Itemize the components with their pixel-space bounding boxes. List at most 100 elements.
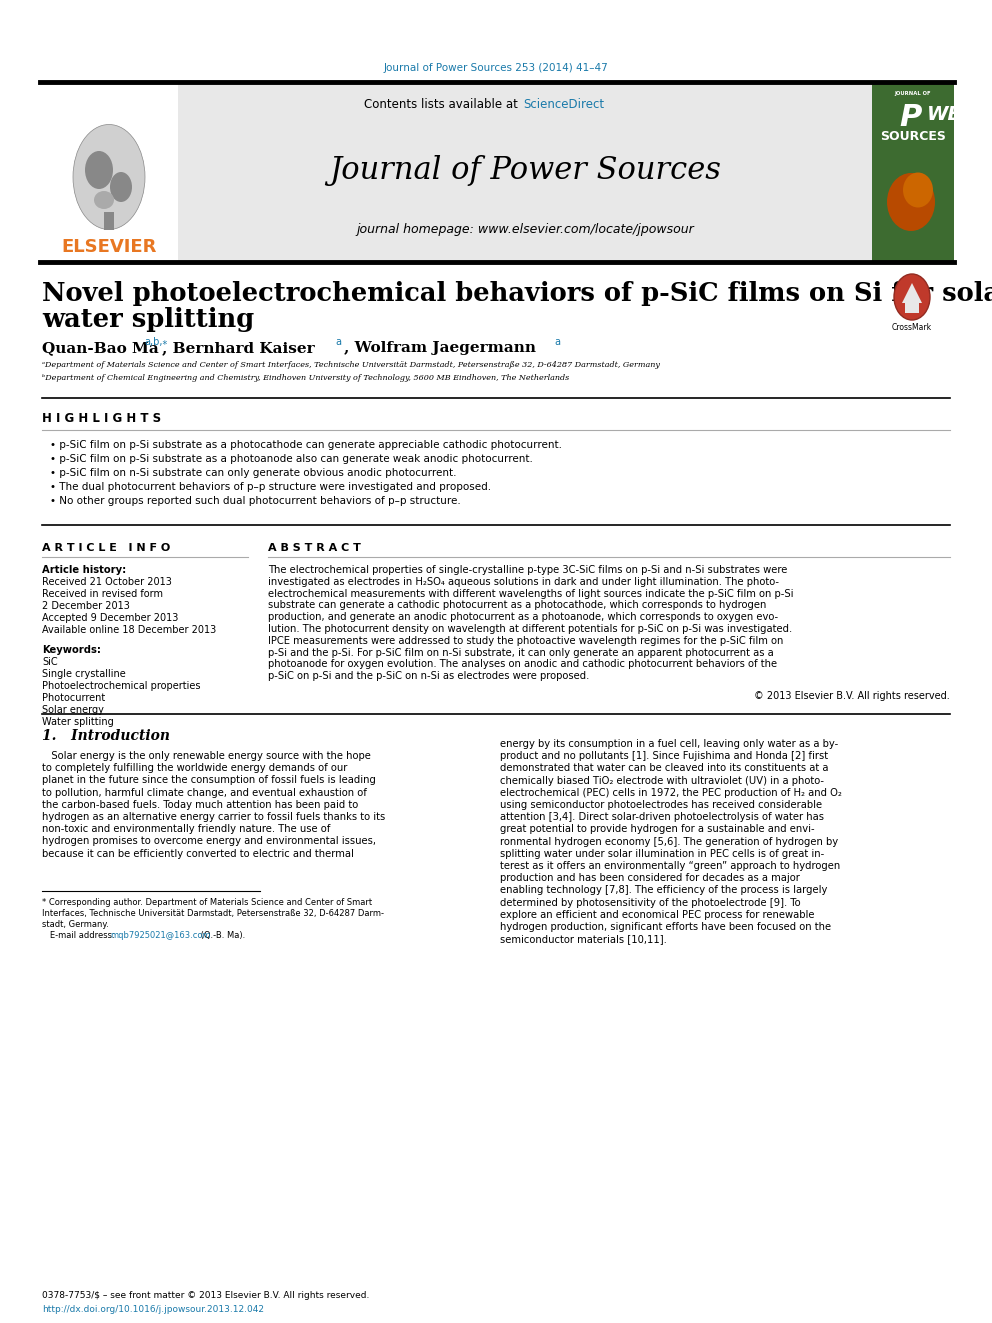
- Text: ELSEVIER: ELSEVIER: [62, 238, 157, 255]
- Bar: [40, 82, 178, 262]
- Text: A B S T R A C T: A B S T R A C T: [268, 542, 361, 553]
- Text: CrossMark: CrossMark: [892, 323, 932, 332]
- Text: , Bernhard Kaiser: , Bernhard Kaiser: [162, 341, 314, 355]
- Ellipse shape: [894, 274, 930, 320]
- Text: ᵃDepartment of Materials Science and Center of Smart Interfaces, Technische Univ: ᵃDepartment of Materials Science and Cen…: [42, 361, 660, 369]
- Text: • No other groups reported such dual photocurrent behaviors of p–p structure.: • No other groups reported such dual pho…: [50, 496, 460, 505]
- Ellipse shape: [73, 124, 145, 229]
- Text: water splitting: water splitting: [42, 307, 254, 332]
- Text: SOURCES: SOURCES: [880, 131, 946, 143]
- Text: E-mail address:: E-mail address:: [42, 931, 117, 941]
- Text: Contents lists available at: Contents lists available at: [364, 98, 522, 111]
- Ellipse shape: [903, 172, 933, 208]
- Text: the carbon-based fuels. Today much attention has been paid to: the carbon-based fuels. Today much atten…: [42, 800, 358, 810]
- Text: WER: WER: [927, 106, 977, 124]
- Text: demonstrated that water can be cleaved into its constituents at a: demonstrated that water can be cleaved i…: [500, 763, 828, 774]
- Text: Photocurrent: Photocurrent: [42, 693, 105, 703]
- Text: enabling technology [7,8]. The efficiency of the process is largely: enabling technology [7,8]. The efficienc…: [500, 885, 827, 896]
- Text: planet in the future since the consumption of fossil fuels is leading: planet in the future since the consumpti…: [42, 775, 376, 786]
- Ellipse shape: [85, 151, 113, 189]
- Text: ScienceDirect: ScienceDirect: [523, 98, 604, 111]
- Text: electrochemical (PEC) cells in 1972, the PEC production of H₂ and O₂: electrochemical (PEC) cells in 1972, the…: [500, 787, 842, 798]
- Text: Single crystalline: Single crystalline: [42, 669, 126, 679]
- Text: lution. The photocurrent density on wavelength at different potentials for p-SiC: lution. The photocurrent density on wave…: [268, 624, 793, 634]
- Text: p-SiC on p-Si and the p-SiC on n-Si as electrodes were proposed.: p-SiC on p-Si and the p-SiC on n-Si as e…: [268, 671, 589, 681]
- Text: Photoelectrochemical properties: Photoelectrochemical properties: [42, 681, 200, 691]
- Text: stadt, Germany.: stadt, Germany.: [42, 921, 109, 929]
- Text: Keywords:: Keywords:: [42, 646, 101, 655]
- Text: product and no pollutants [1]. Since Fujishima and Honda [2] first: product and no pollutants [1]. Since Fuj…: [500, 751, 828, 761]
- Text: semiconductor materials [10,11].: semiconductor materials [10,11].: [500, 934, 667, 945]
- Text: hydrogen promises to overcome energy and environmental issues,: hydrogen promises to overcome energy and…: [42, 836, 376, 847]
- Text: hydrogen as an alternative energy carrier to fossil fuels thanks to its: hydrogen as an alternative energy carrie…: [42, 812, 385, 822]
- Text: (Q.-B. Ma).: (Q.-B. Ma).: [198, 931, 245, 941]
- Text: Interfaces, Technische Universität Darmstadt, Petersenstraße 32, D-64287 Darm-: Interfaces, Technische Universität Darms…: [42, 909, 384, 918]
- Ellipse shape: [110, 172, 132, 202]
- Text: JOURNAL OF: JOURNAL OF: [895, 91, 931, 97]
- Text: Journal of Power Sources 253 (2014) 41–47: Journal of Power Sources 253 (2014) 41–4…: [384, 64, 608, 73]
- Text: © 2013 Elsevier B.V. All rights reserved.: © 2013 Elsevier B.V. All rights reserved…: [754, 691, 950, 701]
- Text: Novel photoelectrochemical behaviors of p-SiC films on Si for solar: Novel photoelectrochemical behaviors of …: [42, 280, 992, 306]
- Text: hydrogen production, significant efforts have been focused on the: hydrogen production, significant efforts…: [500, 922, 831, 931]
- Text: Solar energy: Solar energy: [42, 705, 104, 714]
- Text: ᵇDepartment of Chemical Engineering and Chemistry, Eindhoven University of Techn: ᵇDepartment of Chemical Engineering and …: [42, 374, 569, 382]
- Text: 1.   Introduction: 1. Introduction: [42, 729, 170, 744]
- Text: splitting water under solar illumination in PEC cells is of great in-: splitting water under solar illumination…: [500, 849, 824, 859]
- Text: • p-SiC film on p-Si substrate as a photocathode can generate appreciable cathod: • p-SiC film on p-Si substrate as a phot…: [50, 441, 562, 450]
- Text: to pollution, harmful climate change, and eventual exhaustion of: to pollution, harmful climate change, an…: [42, 787, 367, 798]
- Text: 2 December 2013: 2 December 2013: [42, 601, 130, 611]
- Bar: [104, 212, 114, 230]
- Text: Received in revised form: Received in revised form: [42, 589, 163, 599]
- Text: explore an efficient and economical PEC process for renewable: explore an efficient and economical PEC …: [500, 910, 814, 919]
- Text: Received 21 October 2013: Received 21 October 2013: [42, 577, 172, 587]
- Text: mqb7925021@163.com: mqb7925021@163.com: [110, 931, 210, 941]
- Text: a: a: [335, 337, 341, 347]
- Text: electrochemical measurements with different wavelengths of light sources indicat: electrochemical measurements with differ…: [268, 589, 794, 598]
- Text: Quan-Bao Ma: Quan-Bao Ma: [42, 341, 159, 355]
- Text: • p-SiC film on p-Si substrate as a photoanode also can generate weak anodic pho: • p-SiC film on p-Si substrate as a phot…: [50, 454, 533, 464]
- Text: determined by photosensitivity of the photoelectrode [9]. To: determined by photosensitivity of the ph…: [500, 897, 801, 908]
- Text: terest as it offers an environmentally “green” approach to hydrogen: terest as it offers an environmentally “…: [500, 861, 840, 871]
- Text: p-Si and the p-Si. For p-SiC film on n-Si substrate, it can only generate an app: p-Si and the p-Si. For p-SiC film on n-S…: [268, 647, 774, 658]
- Text: • The dual photocurrent behaviors of p–p structure were investigated and propose: • The dual photocurrent behaviors of p–p…: [50, 482, 491, 492]
- Text: to completely fulfilling the worldwide energy demands of our: to completely fulfilling the worldwide e…: [42, 763, 347, 773]
- Text: * Corresponding author. Department of Materials Science and Center of Smart: * Corresponding author. Department of Ma…: [42, 898, 372, 908]
- Text: Accepted 9 December 2013: Accepted 9 December 2013: [42, 613, 179, 623]
- Polygon shape: [902, 283, 922, 303]
- Text: Article history:: Article history:: [42, 565, 126, 576]
- Text: , Wolfram Jaegermann: , Wolfram Jaegermann: [344, 341, 536, 355]
- Text: a,b,⁎: a,b,⁎: [144, 337, 168, 347]
- Text: H I G H L I G H T S: H I G H L I G H T S: [42, 411, 161, 425]
- Text: non-toxic and environmentally friendly nature. The use of: non-toxic and environmentally friendly n…: [42, 824, 330, 835]
- Text: SiC: SiC: [42, 658, 58, 667]
- Ellipse shape: [887, 173, 935, 232]
- Text: Journal of Power Sources: Journal of Power Sources: [329, 155, 721, 185]
- Text: http://dx.doi.org/10.1016/j.jpowsour.2013.12.042: http://dx.doi.org/10.1016/j.jpowsour.201…: [42, 1304, 264, 1314]
- Text: 0378-7753/$ – see front matter © 2013 Elsevier B.V. All rights reserved.: 0378-7753/$ – see front matter © 2013 El…: [42, 1290, 369, 1299]
- Text: A R T I C L E   I N F O: A R T I C L E I N F O: [42, 542, 171, 553]
- Text: • p-SiC film on n-Si substrate can only generate obvious anodic photocurrent.: • p-SiC film on n-Si substrate can only …: [50, 468, 456, 478]
- Text: production and has been considered for decades as a major: production and has been considered for d…: [500, 873, 800, 884]
- Text: ronmental hydrogen economy [5,6]. The generation of hydrogen by: ronmental hydrogen economy [5,6]. The ge…: [500, 836, 838, 847]
- Text: investigated as electrodes in H₂SO₄ aqueous solutions in dark and under light il: investigated as electrodes in H₂SO₄ aque…: [268, 577, 779, 587]
- Text: using semiconductor photoelectrodes has received considerable: using semiconductor photoelectrodes has …: [500, 800, 822, 810]
- Text: chemically biased TiO₂ electrode with ultraviolet (UV) in a photo-: chemically biased TiO₂ electrode with ul…: [500, 775, 824, 786]
- Bar: [905, 302, 919, 314]
- Bar: [178, 82, 872, 262]
- Text: substrate can generate a cathodic photocurrent as a photocathode, which correspo: substrate can generate a cathodic photoc…: [268, 601, 767, 610]
- Text: a: a: [554, 337, 560, 347]
- Ellipse shape: [94, 191, 114, 209]
- Text: Solar energy is the only renewable energy source with the hope: Solar energy is the only renewable energ…: [42, 751, 371, 761]
- Text: Water splitting: Water splitting: [42, 717, 114, 728]
- Text: great potential to provide hydrogen for a sustainable and envi-: great potential to provide hydrogen for …: [500, 824, 814, 835]
- Text: IPCE measurements were addressed to study the photoactive wavelength regimes for: IPCE measurements were addressed to stud…: [268, 636, 784, 646]
- Text: P: P: [900, 102, 923, 131]
- Bar: [872, 82, 954, 262]
- Text: journal homepage: www.elsevier.com/locate/jpowsour: journal homepage: www.elsevier.com/locat…: [356, 224, 693, 237]
- Text: because it can be efficiently converted to electric and thermal: because it can be efficiently converted …: [42, 848, 354, 859]
- Text: attention [3,4]. Direct solar-driven photoelectrolysis of water has: attention [3,4]. Direct solar-driven pho…: [500, 812, 824, 822]
- Text: The electrochemical properties of single-crystalline p-type 3C-SiC films on p-Si: The electrochemical properties of single…: [268, 565, 788, 576]
- Text: Available online 18 December 2013: Available online 18 December 2013: [42, 624, 216, 635]
- Text: photoanode for oxygen evolution. The analyses on anodic and cathodic photocurren: photoanode for oxygen evolution. The ana…: [268, 659, 777, 669]
- Text: energy by its consumption in a fuel cell, leaving only water as a by-: energy by its consumption in a fuel cell…: [500, 740, 838, 749]
